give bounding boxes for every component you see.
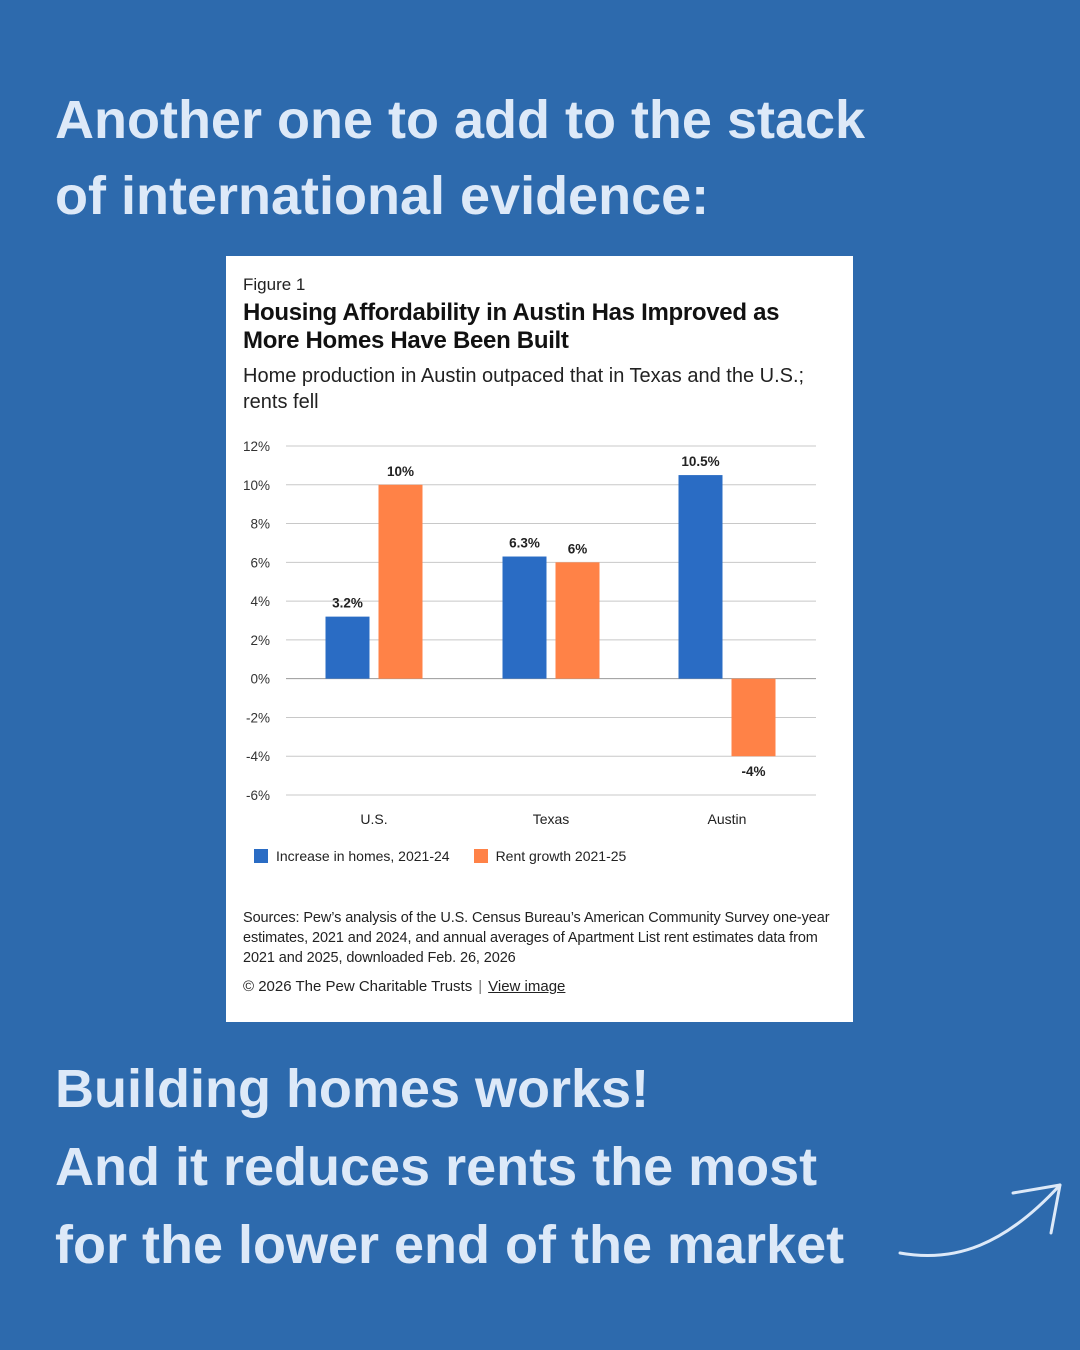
y-tick-label: 8% — [250, 517, 270, 532]
y-tick-label: 6% — [250, 555, 270, 570]
y-tick-label: -6% — [246, 788, 270, 803]
sources-note: Sources: Pew’s analysis of the U.S. Cens… — [243, 910, 830, 966]
y-tick-label: 2% — [250, 633, 270, 648]
data-label: 6.3% — [509, 536, 540, 551]
curved-arrow-icon — [898, 1183, 1062, 1258]
legend-item-rent: Rent growth 2021-25 — [473, 848, 627, 864]
y-tick-label: -2% — [246, 710, 270, 725]
view-image-link[interactable]: View image — [488, 978, 566, 995]
y-tick-label: 12% — [243, 439, 270, 454]
x-tick-label: U.S. — [360, 811, 387, 827]
bar-chart: 12% 10% 8% 6% 4% 2% 0% -2% -4% -6% 3.2% 10% U.S. 6.3%… — [243, 439, 816, 827]
bar-homes — [678, 475, 723, 679]
legend-swatch-homes — [254, 849, 268, 863]
credit-separator: | — [478, 978, 483, 995]
footer-line-2: And it reduces rents the most — [55, 1137, 818, 1197]
headline-line-2: of international evidence: — [55, 166, 710, 226]
y-tick-label: -4% — [246, 749, 270, 764]
y-tick-label: 10% — [243, 478, 270, 493]
figure-card: Figure 1 Housing Affordability in Austin… — [226, 256, 853, 1022]
bar-rent — [555, 562, 600, 679]
figure-label: Figure 1 — [243, 275, 306, 294]
copyright-text: © 2026 The Pew Charitable Trusts — [243, 978, 473, 995]
data-label: 10.5% — [681, 454, 719, 469]
headline: Another one to add to the stack of inter… — [55, 82, 1015, 234]
legend-label-rent: Rent growth 2021-25 — [495, 848, 627, 864]
data-label: 10% — [387, 464, 414, 479]
x-tick-label: Austin — [708, 811, 747, 827]
chart-legend: Increase in homes, 2021-24 Rent growth 2… — [254, 848, 626, 864]
legend-label-homes: Increase in homes, 2021-24 — [276, 848, 450, 864]
bar-rent — [378, 484, 423, 679]
figure-subtitle: Home production in Austin outpaced that … — [243, 365, 805, 413]
data-label: -4% — [741, 764, 765, 779]
credit-line: © 2026 The Pew Charitable Trusts | View im… — [243, 978, 565, 995]
data-label: 3.2% — [332, 596, 363, 611]
bar-homes — [325, 616, 370, 679]
headline-line-1: Another one to add to the stack — [55, 90, 866, 150]
footer-line-3: for the lower end of the market — [55, 1215, 845, 1275]
bar-homes — [502, 556, 547, 679]
footer-text: Building homes works! And it reduces ren… — [55, 1050, 905, 1284]
x-tick-label: Texas — [533, 811, 570, 827]
data-label: 6% — [568, 541, 588, 556]
footer-line-1: Building homes works! — [55, 1059, 650, 1119]
y-tick-label: 0% — [250, 672, 270, 687]
legend-item-homes: Increase in homes, 2021-24 — [254, 848, 450, 864]
legend-swatch-rent — [473, 849, 488, 863]
bar-rent — [731, 678, 776, 757]
y-tick-label: 4% — [250, 594, 270, 609]
figure-title: Housing Affordability in Austin Has Impr… — [243, 299, 780, 354]
